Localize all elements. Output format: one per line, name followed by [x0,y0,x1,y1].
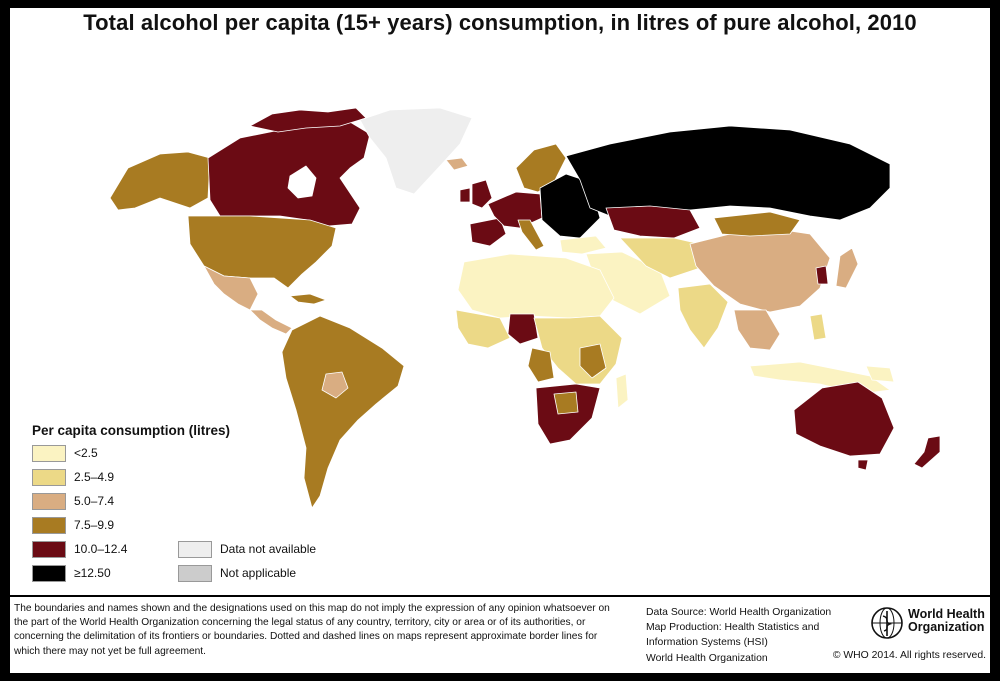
legend-swatch [178,541,212,558]
region-png [865,365,895,383]
region-tasmania [857,459,869,471]
legend-swatch [32,469,66,486]
legend-label: Data not available [220,542,317,556]
region-ireland [459,187,471,203]
region-new-zealand [913,435,941,469]
region-east-africa-mid [579,343,607,379]
legend-label: 10.0–12.4 [74,542,128,556]
legend-label: <2.5 [74,446,98,460]
region-arctic-islands [249,107,367,133]
who-logo: World Health Organization [870,606,990,644]
region-mongolia [713,211,801,237]
region-australia [793,381,895,457]
legend-item: <2.5 [32,445,192,463]
who-emblem-icon [871,607,903,639]
map-title: Total alcohol per capita (15+ years) con… [83,10,917,35]
region-alaska [109,151,211,211]
region-japan [835,247,859,289]
disclaimer-text: The boundaries and names shown and the d… [14,603,610,657]
legend-item: 2.5–4.9 [32,469,192,487]
legend-swatch [178,565,212,582]
region-se-asia [733,309,781,351]
region-west-africa [455,309,511,349]
region-kazakhstan [605,205,701,239]
legend: Per capita consumption (litres) <2.5 2.5… [32,423,362,593]
hudson-bay [287,165,317,199]
legend-label: ≥12.50 [74,566,111,580]
who-name: World Health Organization [908,608,985,634]
region-india [677,283,729,349]
region-congo [527,347,555,383]
region-brazil-light [321,371,349,399]
region-central-america [249,309,293,335]
region-philippines [809,313,827,341]
region-russia [565,125,891,221]
legend-item: 5.0–7.4 [32,493,192,511]
legend-item-na: Data not available [178,541,358,559]
region-south-america [281,315,405,509]
legend-swatch [32,565,66,582]
legend-swatch [32,493,66,510]
data-source: Data Source: World Health Organization M… [646,605,856,666]
region-turkey [559,235,607,255]
region-iberia [469,217,507,247]
legend-title: Per capita consumption (litres) [32,423,231,438]
region-iceland [445,157,469,171]
region-canada [207,121,371,227]
legend-swatch [32,517,66,534]
region-southern-africa [535,383,601,445]
legend-item: 10.0–12.4 [32,541,192,559]
source-line: World Health Organization [646,652,768,664]
source-line: Data Source: World Health Organization [646,607,832,618]
region-madagascar [615,373,629,409]
legend-item-not-applicable: Not applicable [178,565,358,583]
legend-swatch [32,445,66,462]
source-line: Map Production: Health Statistics and [646,622,820,634]
legend-swatch [32,541,66,558]
legend-label: Not applicable [220,566,297,580]
legend-label: 7.5–9.9 [74,518,115,532]
legend-label: 2.5–4.9 [74,470,115,484]
region-italy [517,219,545,251]
region-scandinavia [515,143,567,193]
region-caribbean [289,293,327,305]
map-frame: Total alcohol per capita (15+ years) con… [10,8,990,673]
legend-label: 5.0–7.4 [74,494,115,508]
world-map [10,48,990,603]
legend-item: ≥12.50 [32,565,192,583]
who-name-line: World Health [908,607,985,621]
legend-item: 7.5–9.9 [32,517,192,535]
who-name-line: Organization [908,620,985,634]
region-korea [815,265,829,285]
region-nigeria [507,313,539,345]
region-uk [471,179,493,209]
world-map-svg [109,107,941,509]
region-greenland [359,107,473,195]
copyright-notice: © WHO 2014. All rights reserved. [832,650,986,661]
source-line: Information Systems (HSI) [646,637,768,649]
region-botswana [553,391,579,415]
footer-divider [10,595,990,597]
